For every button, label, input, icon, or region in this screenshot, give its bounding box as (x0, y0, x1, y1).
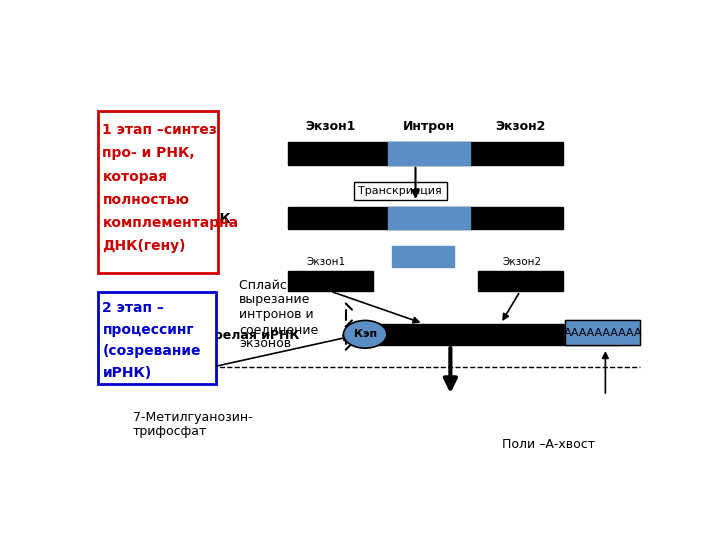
Ellipse shape (343, 320, 387, 348)
Bar (287, 207, 563, 229)
Bar (373, 323, 621, 345)
Text: 1 этап –синтез: 1 этап –синтез (102, 123, 217, 137)
Text: 2 этап –: 2 этап – (102, 301, 164, 315)
Text: Кэп: Кэп (354, 329, 377, 339)
Text: которая: которая (102, 170, 167, 184)
Text: Про-иРНК: Про-иРНК (151, 212, 231, 226)
Bar (287, 271, 373, 291)
Text: Транскрипция: Транскрипция (358, 186, 442, 196)
Bar (354, 182, 446, 200)
Text: Экзон1: Экзон1 (305, 119, 356, 132)
Text: Поли –А-хвост: Поли –А-хвост (503, 438, 595, 451)
Bar (388, 207, 469, 229)
Text: Сплайсинг -: Сплайсинг - (239, 279, 318, 292)
Bar (287, 142, 563, 165)
Text: Интрон: Интрон (402, 119, 455, 132)
Bar (388, 142, 469, 165)
Text: Зрелая иРНК: Зрелая иРНК (204, 329, 300, 342)
Bar (565, 320, 640, 345)
Bar (98, 111, 218, 273)
Text: интронов и: интронов и (239, 308, 313, 321)
Text: комплементарна: комплементарна (102, 215, 238, 230)
Text: полностью: полностью (102, 193, 189, 207)
Bar (98, 292, 215, 384)
Text: соединение: соединение (239, 323, 318, 336)
Text: Экзон2: Экзон2 (503, 256, 542, 267)
Bar (477, 271, 563, 291)
Text: иРНК): иРНК) (102, 366, 152, 380)
Text: процессинг: процессинг (102, 323, 194, 337)
Text: Экзон2: Экзон2 (495, 119, 545, 132)
Text: AAAAAAAAAA: AAAAAAAAAA (564, 328, 642, 338)
Text: экзонов: экзонов (239, 338, 291, 350)
Bar (392, 246, 454, 267)
Text: вырезание: вырезание (239, 294, 310, 307)
Text: (созревание: (созревание (102, 345, 201, 359)
Text: трифосфат: трифосфат (132, 425, 207, 438)
Text: 7-Метилгуанозин-: 7-Метилгуанозин- (132, 411, 252, 424)
Text: ДНК(гену): ДНК(гену) (102, 239, 186, 253)
Bar (565, 320, 640, 345)
Text: Экзон1: Экзон1 (307, 256, 346, 267)
Text: про- и РНК,: про- и РНК, (102, 146, 195, 160)
